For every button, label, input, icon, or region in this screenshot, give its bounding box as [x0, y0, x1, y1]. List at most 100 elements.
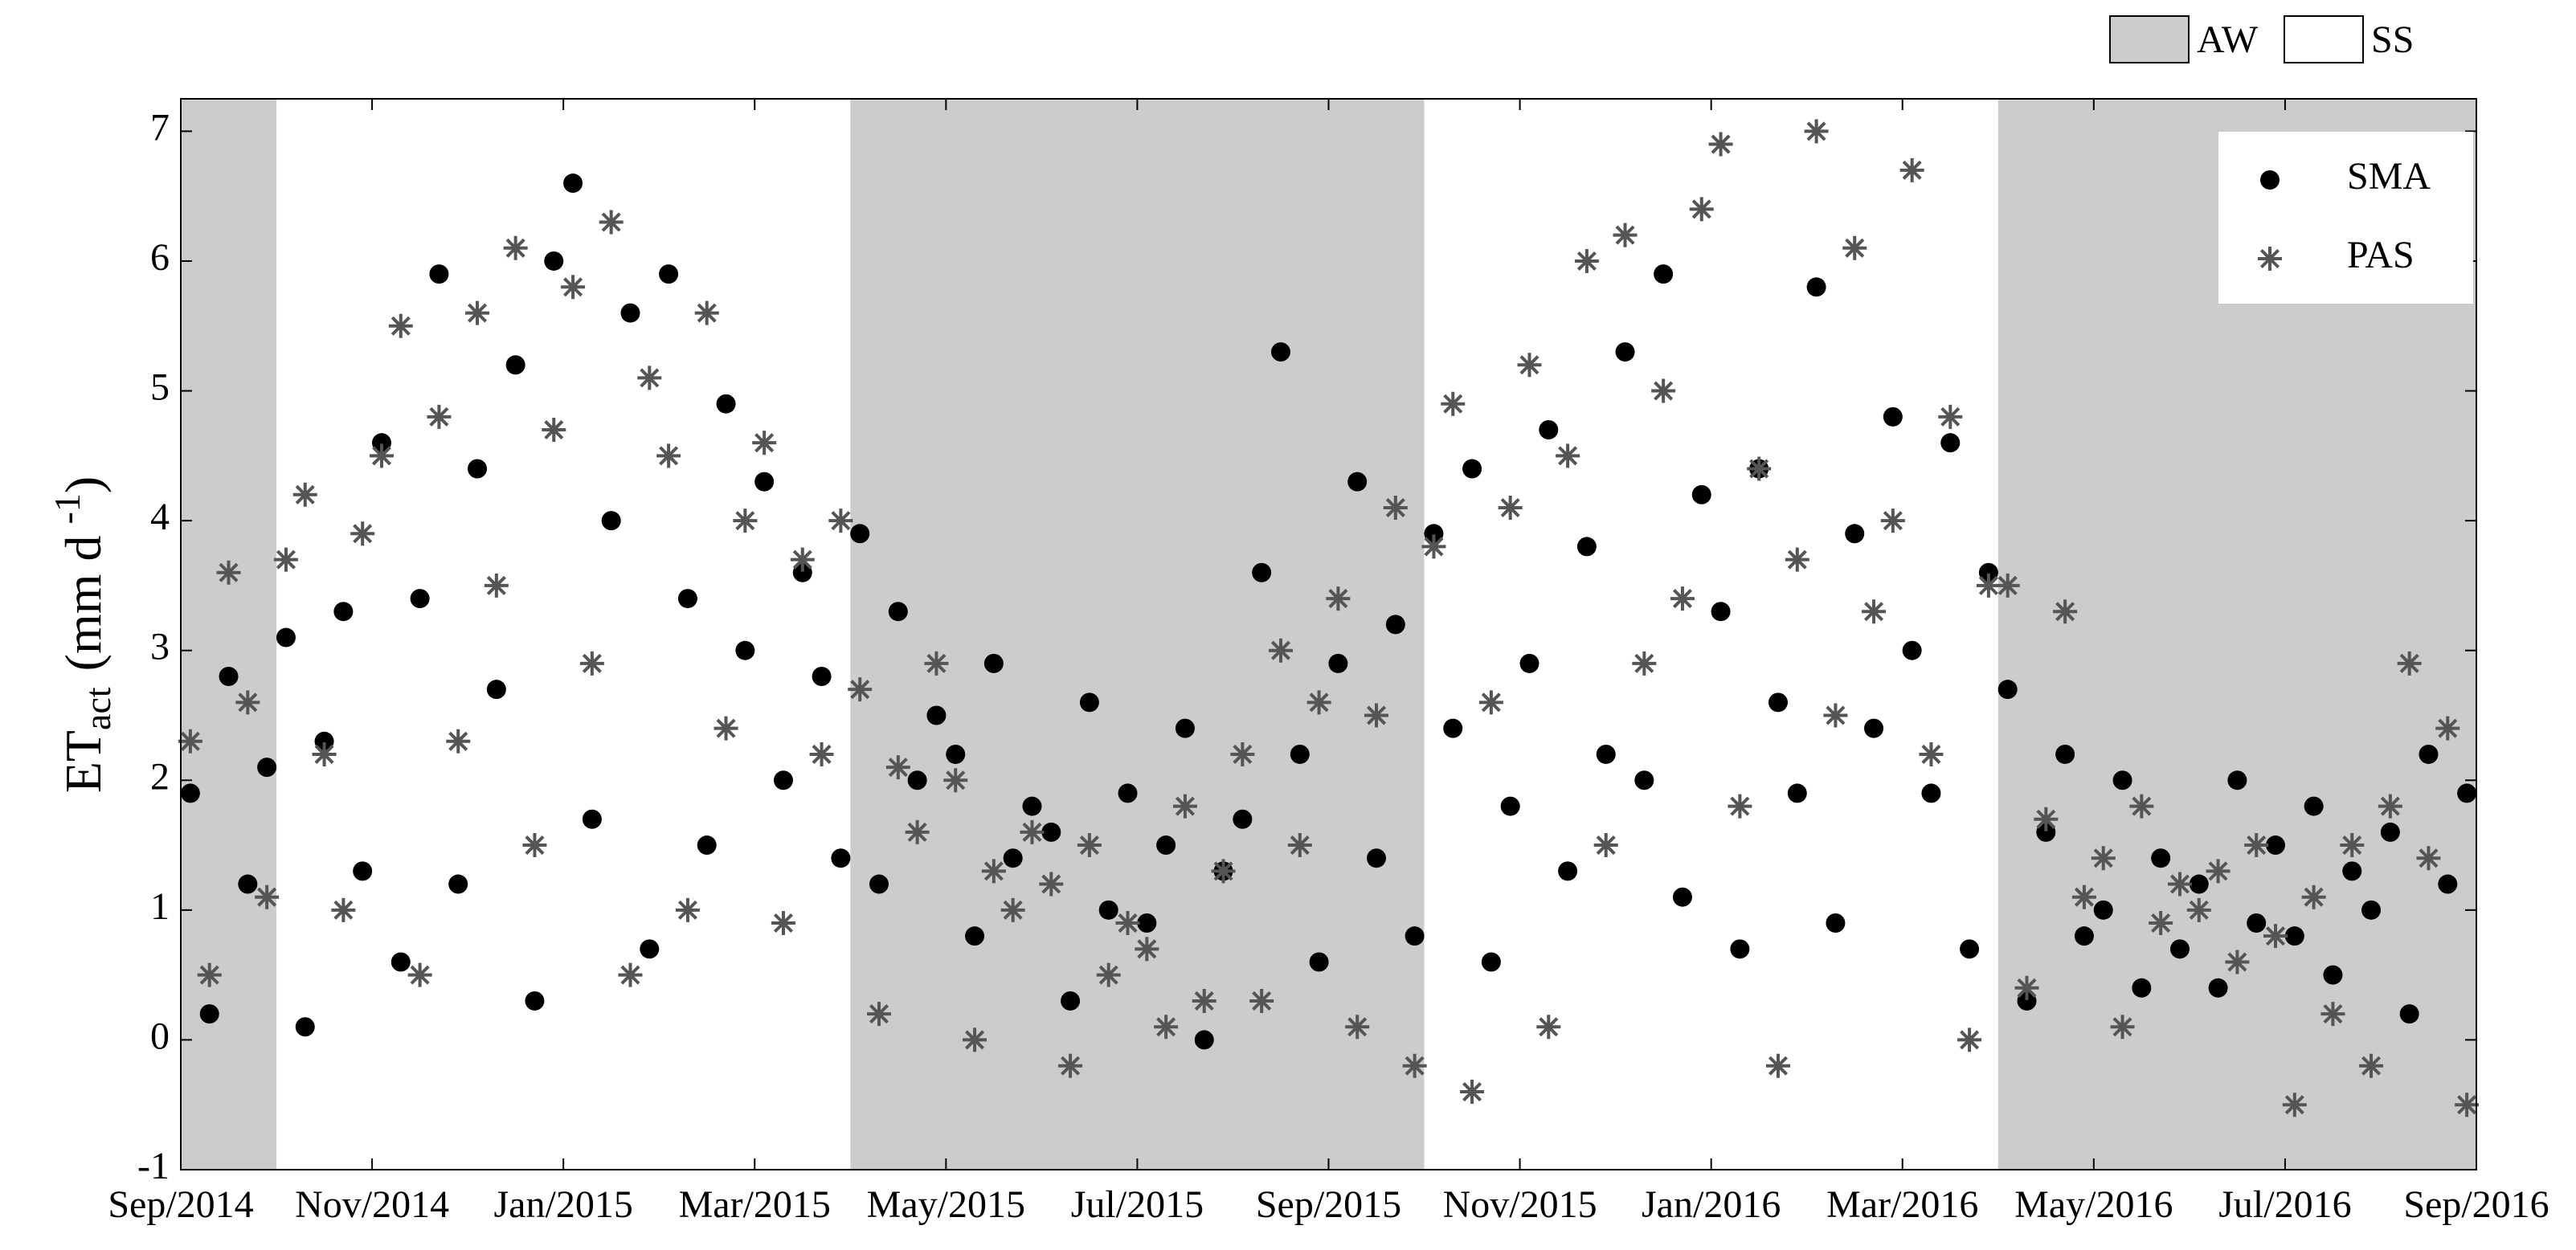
point: [773, 770, 793, 790]
point: [235, 690, 260, 715]
point: [1098, 900, 1118, 920]
point: [1517, 353, 1542, 378]
point: [1326, 586, 1351, 611]
point: [1367, 848, 1387, 868]
y-axis-label: ETact (mm d -1): [47, 476, 118, 793]
point: [1976, 573, 2001, 598]
point: [2189, 874, 2209, 894]
point: [2380, 822, 2400, 842]
point: [369, 443, 394, 468]
point: [484, 573, 509, 598]
point: [1883, 406, 1903, 427]
point: [1711, 602, 1731, 622]
point: [946, 744, 966, 764]
period-legend-label: AW: [2197, 18, 2259, 61]
period-legend-swatch: [2109, 15, 2190, 63]
point: [1041, 822, 1061, 842]
legend-label: PAS: [2347, 234, 2414, 276]
point: [965, 926, 985, 946]
point: [199, 1004, 219, 1024]
point: [2149, 911, 2173, 936]
point: [2397, 651, 2422, 676]
aw-period: [850, 99, 1425, 1170]
point: [563, 174, 583, 194]
point: [314, 731, 334, 751]
point: [752, 431, 777, 455]
point: [771, 911, 795, 936]
point: [2112, 770, 2132, 790]
point: [656, 443, 681, 468]
point: [1172, 794, 1197, 819]
point: [2225, 950, 2250, 974]
point: [924, 651, 949, 676]
point: [1823, 703, 1848, 728]
point: [1670, 586, 1695, 611]
point: [1574, 248, 1599, 273]
point: [1500, 796, 1520, 816]
point: [1058, 1053, 1083, 1078]
point: [1194, 1030, 1214, 1050]
point: [1615, 342, 1635, 362]
point: [2132, 978, 2152, 998]
point: [1539, 420, 1559, 440]
point: [579, 651, 604, 676]
point: [465, 300, 490, 325]
x-tick-label: Sep/2015: [1256, 1183, 1401, 1226]
point: [790, 547, 815, 572]
y-tick-label: 1: [150, 885, 170, 928]
point: [1462, 459, 1482, 479]
aw-period: [181, 99, 277, 1170]
point: [694, 300, 719, 325]
point: [599, 210, 624, 235]
point: [219, 667, 239, 687]
point: [2416, 846, 2441, 871]
point: [714, 716, 738, 741]
point: [1270, 342, 1290, 362]
point: [1115, 911, 1140, 936]
point: [697, 835, 717, 856]
point: [809, 741, 834, 766]
x-tick-label: Nov/2014: [295, 1183, 449, 1226]
x-tick-label: Mar/2015: [679, 1183, 831, 1226]
point: [1233, 809, 1253, 829]
point: [812, 667, 832, 687]
point: [1880, 509, 1905, 533]
point: [1421, 534, 1446, 559]
point: [1156, 835, 1176, 856]
point: [2419, 744, 2439, 764]
point: [2093, 900, 2113, 920]
point: [2208, 978, 2228, 998]
point: [640, 939, 660, 959]
point: [620, 303, 640, 323]
y-label-unit: (mm d: [55, 535, 112, 671]
point: [1902, 640, 1922, 660]
point: [2282, 1093, 2307, 1117]
point: [2055, 744, 2075, 764]
point: [1691, 484, 1711, 504]
point: [1960, 939, 1980, 959]
point: [2169, 939, 2190, 959]
point: [429, 264, 449, 284]
y-tick-label: -1: [137, 1145, 170, 1187]
point: [2304, 796, 2324, 816]
point: [1804, 119, 1829, 144]
point: [677, 589, 697, 609]
point: [2036, 822, 2056, 842]
point: [1154, 1015, 1179, 1040]
point: [2263, 924, 2288, 949]
y-tick-label: 0: [150, 1015, 170, 1057]
point: [216, 560, 241, 585]
point: [754, 472, 775, 492]
point: [1328, 653, 1348, 673]
point: [963, 1027, 987, 1052]
point: [2438, 874, 2458, 894]
point: [1345, 1015, 1370, 1040]
point: [1460, 1080, 1485, 1105]
point: [525, 991, 545, 1011]
x-tick-label: Sep/2016: [2403, 1183, 2549, 1226]
point: [238, 874, 258, 894]
point: [2110, 1015, 2135, 1040]
point: [983, 653, 1004, 673]
point: [2323, 965, 2343, 985]
point: [1634, 770, 1654, 790]
